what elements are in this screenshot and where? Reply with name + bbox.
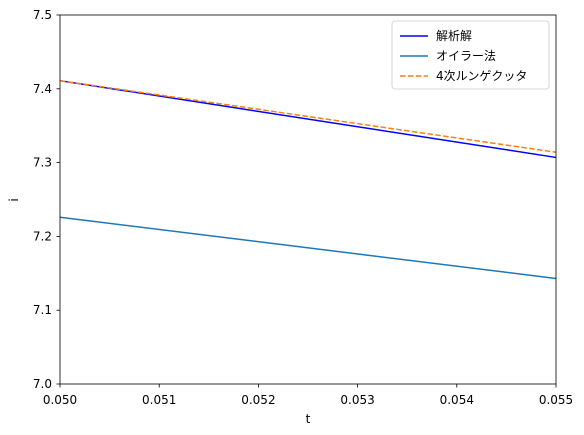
series-line-1 — [59, 79, 557, 159]
legend-label-2: オイラー法 — [436, 49, 496, 63]
y-tick-label: 7.0 — [33, 377, 52, 391]
y-axis-label: i — [7, 198, 21, 201]
x-tick-label: 0.050 — [43, 393, 77, 407]
y-tick-label: 7.1 — [33, 303, 52, 317]
y-tick-label: 7.5 — [33, 8, 52, 22]
y-tick-label: 7.2 — [33, 229, 52, 243]
legend-box — [391, 20, 550, 90]
x-tick-label: 0.053 — [340, 393, 374, 407]
axes-frame — [59, 14, 557, 385]
series-line-3 — [59, 79, 557, 154]
x-axis-label: t — [306, 412, 311, 426]
legend-label-3: 4次ルンゲクッタ — [436, 69, 527, 83]
y-tick-label: 7.3 — [33, 156, 52, 170]
series-layer — [59, 79, 557, 280]
legend-label-1: 解析解 — [436, 29, 472, 43]
x-tick-label: 0.052 — [241, 393, 275, 407]
axes-layer: 0.050 0.051 0.052 0.053 0.054 0.055 7.0 7.1 7.2 7… — [33, 8, 573, 407]
x-tick-label: 0.054 — [440, 393, 474, 407]
y-tick-label: 7.4 — [33, 82, 52, 96]
x-tick-label: 0.051 — [142, 393, 176, 407]
series-line-2 — [59, 216, 557, 280]
x-tick-label: 0.055 — [539, 393, 573, 407]
